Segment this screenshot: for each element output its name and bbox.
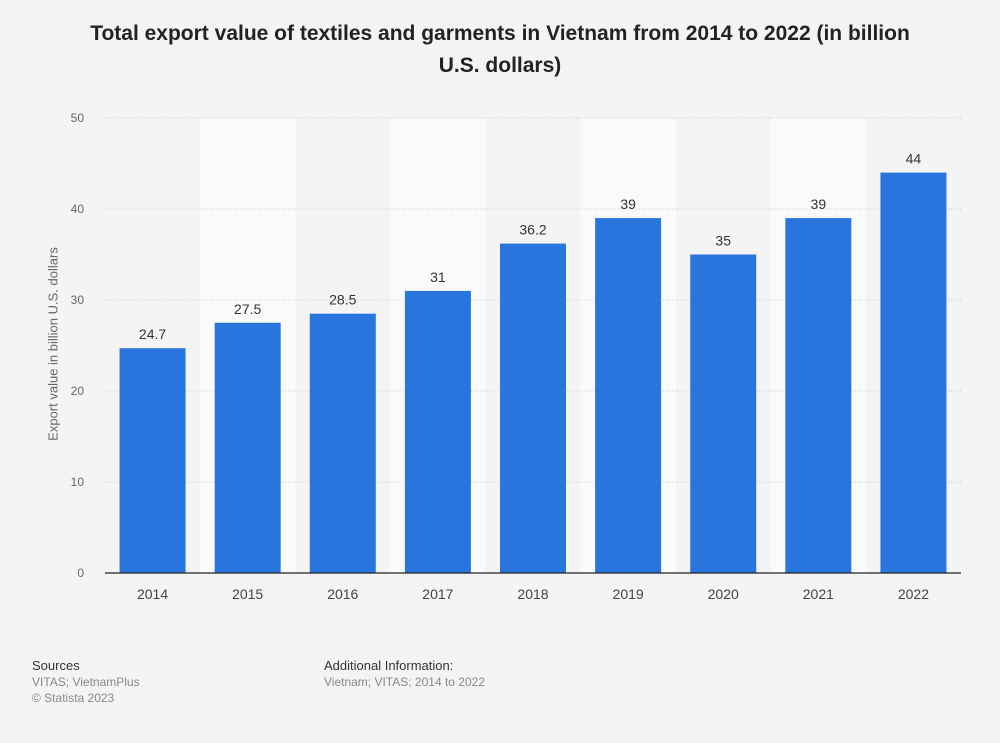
bar — [500, 243, 566, 573]
bar — [404, 290, 471, 573]
data-label: 39 — [620, 196, 636, 212]
bar — [309, 313, 376, 573]
additional-info-heading: Additional Information: — [324, 658, 454, 673]
bar — [880, 172, 947, 573]
x-tick-label: 2015 — [232, 586, 263, 602]
sources-heading: Sources — [32, 658, 80, 673]
x-tick-label: 2017 — [422, 586, 453, 602]
x-tick-label: 2022 — [898, 586, 929, 602]
bar — [690, 254, 757, 573]
y-tick-label: 50 — [71, 111, 85, 125]
y-tick-label: 30 — [71, 293, 85, 307]
x-tick-label: 2014 — [137, 586, 168, 602]
data-label: 24.7 — [139, 326, 166, 342]
x-tick-label: 2016 — [327, 586, 358, 602]
data-label: 44 — [906, 151, 922, 167]
x-tick-label: 2018 — [517, 586, 548, 602]
y-tick-label: 10 — [71, 475, 85, 489]
additional-info-text: Vietnam; VITAS; 2014 to 2022 — [324, 675, 485, 689]
y-tick-label: 0 — [77, 566, 84, 580]
bar — [119, 348, 186, 573]
data-label: 36.2 — [519, 222, 546, 238]
x-tick-label: 2021 — [803, 586, 834, 602]
y-axis-label: Export value in billion U.S. dollars — [45, 247, 61, 441]
data-label: 31 — [430, 269, 446, 285]
data-label: 35 — [715, 233, 731, 249]
x-tick-label: 2019 — [613, 586, 644, 602]
bar — [214, 322, 281, 573]
bar — [595, 218, 662, 573]
data-label: 39 — [811, 196, 827, 212]
data-label: 28.5 — [329, 292, 356, 308]
chart-title: Total export value of textiles and garme… — [90, 22, 910, 77]
copyright-text: © Statista 2023 — [32, 691, 115, 705]
sources-text: VITAS; VietnamPlus — [32, 675, 140, 689]
y-tick-label: 20 — [71, 384, 85, 398]
y-tick-label: 40 — [71, 202, 85, 216]
x-tick-label: 2020 — [708, 586, 739, 602]
additional-info-block: Additional Information: Vietnam; VITAS; … — [324, 658, 485, 690]
bar — [785, 218, 852, 573]
sources-block: Sources VITAS; VietnamPlus © Statista 20… — [32, 658, 140, 706]
data-label: 27.5 — [234, 301, 261, 317]
